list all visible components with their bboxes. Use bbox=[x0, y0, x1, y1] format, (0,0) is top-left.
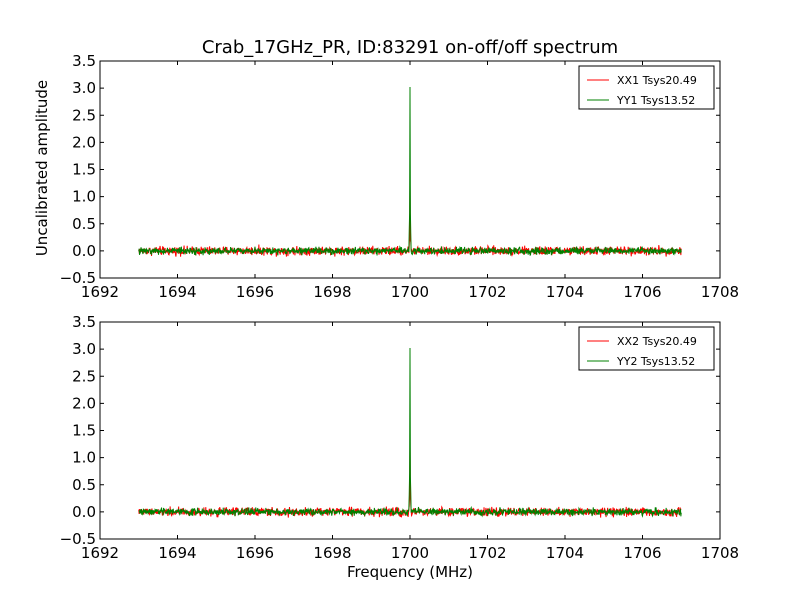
x-tick-label: 1694 bbox=[158, 544, 196, 562]
y-axis-label: Uncalibrated amplitude bbox=[33, 80, 51, 256]
series-line-2 bbox=[138, 87, 682, 257]
x-axis-label: Frequency (MHz) bbox=[347, 563, 473, 581]
y-tick-label: 3.5 bbox=[72, 313, 96, 331]
x-tick-label: 1708 bbox=[701, 544, 739, 562]
y-tick-label: 3.0 bbox=[72, 340, 96, 358]
y-tick-label: −0.5 bbox=[60, 269, 96, 287]
x-tick-label: 1706 bbox=[623, 283, 661, 301]
y-tick-label: 0.5 bbox=[72, 476, 96, 494]
legend-box bbox=[578, 65, 715, 110]
chart-title: Crab_17GHz_PR, ID:83291 on-off/off spect… bbox=[202, 37, 618, 58]
x-tick-label: 1706 bbox=[623, 544, 661, 562]
y-tick-label: 1.5 bbox=[72, 161, 96, 179]
y-tick-label: 0.0 bbox=[72, 503, 96, 521]
x-tick-label: 1692 bbox=[81, 283, 119, 301]
legend-entry: XX1 Tsys20.49 bbox=[617, 74, 697, 87]
legend-box bbox=[578, 326, 715, 371]
y-tick-label: 3.0 bbox=[72, 79, 96, 97]
series-line-2 bbox=[138, 348, 682, 518]
legend-entry: YY2 Tsys13.52 bbox=[616, 355, 695, 368]
x-tick-label: 1704 bbox=[546, 544, 584, 562]
x-tick-label: 1702 bbox=[468, 283, 506, 301]
x-tick-label: 1708 bbox=[701, 283, 739, 301]
y-tick-label: 1.0 bbox=[72, 449, 96, 467]
x-tick-label: 1698 bbox=[313, 283, 351, 301]
y-tick-label: 1.0 bbox=[72, 188, 96, 206]
x-tick-label: 1704 bbox=[546, 283, 584, 301]
x-tick-label: 1700 bbox=[391, 544, 429, 562]
x-tick-label: 1694 bbox=[158, 283, 196, 301]
x-tick-label: 1700 bbox=[391, 283, 429, 301]
y-tick-label: 1.5 bbox=[72, 422, 96, 440]
legend-entry: YY1 Tsys13.52 bbox=[616, 94, 695, 107]
y-tick-label: 2.5 bbox=[72, 106, 96, 124]
y-tick-label: −0.5 bbox=[60, 530, 96, 548]
y-tick-label: 2.0 bbox=[72, 133, 96, 151]
y-tick-label: 2.0 bbox=[72, 394, 96, 412]
x-tick-label: 1698 bbox=[313, 544, 351, 562]
legend-entry: XX2 Tsys20.49 bbox=[617, 335, 697, 348]
y-tick-label: 2.5 bbox=[72, 367, 96, 385]
bottom-panel: 1692 1694 1696 1698 1700 1702 1704 1706 1708 −0.5… bbox=[60, 313, 740, 562]
x-tick-label: 1692 bbox=[81, 544, 119, 562]
x-tick-label: 1702 bbox=[468, 544, 506, 562]
y-tick-label: 0.5 bbox=[72, 215, 96, 233]
x-tick-label: 1696 bbox=[236, 283, 274, 301]
legend: XX2 Tsys20.49 YY2 Tsys13.52 bbox=[578, 326, 715, 371]
y-tick-label: 0.0 bbox=[72, 242, 96, 260]
y-tick-label: 3.5 bbox=[72, 52, 96, 70]
legend: XX1 Tsys20.49 YY1 Tsys13.52 bbox=[578, 65, 715, 110]
x-tick-label: 1696 bbox=[236, 544, 274, 562]
top-panel: 1692 1694 1696 1698 1700 1702 1704 1706 1708 −0.5… bbox=[60, 52, 740, 301]
